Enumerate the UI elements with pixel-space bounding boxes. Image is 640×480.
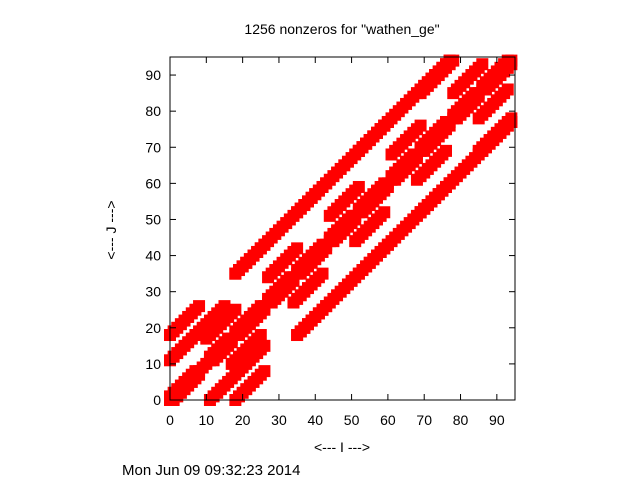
y-tick-label: 90 bbox=[145, 67, 161, 83]
nonzero-markers bbox=[164, 54, 518, 406]
plot-frame bbox=[169, 56, 516, 401]
x-axis-label: <--- I ---> bbox=[314, 439, 370, 455]
nonzero-point bbox=[258, 238, 271, 251]
nonzero-point bbox=[501, 54, 514, 67]
nonzero-point bbox=[320, 300, 333, 313]
y-tick-label: 30 bbox=[145, 284, 161, 300]
nonzero-point bbox=[476, 58, 489, 71]
nonzero-point bbox=[316, 267, 329, 280]
nonzero-point bbox=[381, 238, 394, 251]
y-axis-ticks: 0 10 20 30 40 50 60 70 80 90 bbox=[145, 67, 515, 408]
nonzero-point bbox=[258, 365, 271, 378]
nonzero-point bbox=[443, 54, 456, 67]
x-tick-label: 80 bbox=[453, 412, 469, 428]
nonzero-point bbox=[440, 144, 452, 157]
nonzero-point bbox=[229, 303, 242, 316]
y-axis-label: <--- J ---> bbox=[103, 200, 119, 259]
nonzero-point bbox=[501, 83, 514, 96]
x-tick-label: 10 bbox=[199, 412, 215, 428]
nonzero-point bbox=[193, 300, 206, 313]
y-tick-label: 80 bbox=[145, 103, 161, 119]
x-tick-label: 90 bbox=[489, 412, 505, 428]
nonzero-point bbox=[291, 242, 304, 255]
x-axis-ticks: 0 10 20 30 40 50 60 70 80 90 bbox=[166, 57, 505, 428]
y-tick-label: 0 bbox=[153, 392, 161, 408]
y-tick-label: 50 bbox=[145, 211, 161, 227]
y-tick-label: 10 bbox=[145, 356, 161, 372]
nonzero-point bbox=[254, 329, 267, 342]
nonzero-point bbox=[352, 180, 365, 193]
x-tick-label: 60 bbox=[380, 412, 396, 428]
chart-title: 1256 nonzeros for "wathen_ge" bbox=[244, 21, 439, 37]
y-tick-label: 60 bbox=[145, 175, 161, 191]
nonzero-point bbox=[414, 119, 427, 132]
nonzero-point bbox=[505, 115, 518, 128]
nonzero-point bbox=[443, 177, 456, 190]
y-tick-label: 20 bbox=[145, 320, 161, 336]
nonzero-point bbox=[320, 177, 333, 190]
y-tick-label: 40 bbox=[145, 248, 161, 264]
x-tick-label: 50 bbox=[344, 412, 360, 428]
nonzero-point bbox=[189, 365, 202, 378]
timestamp: Mon Jun 09 09:32:23 2014 bbox=[122, 462, 301, 479]
nonzero-point bbox=[381, 115, 394, 128]
x-tick-label: 20 bbox=[235, 412, 251, 428]
x-tick-label: 0 bbox=[166, 412, 174, 428]
nonzero-point bbox=[378, 206, 391, 219]
y-tick-label: 70 bbox=[145, 139, 161, 155]
x-tick-label: 70 bbox=[416, 412, 432, 428]
x-tick-label: 40 bbox=[307, 412, 323, 428]
x-tick-label: 30 bbox=[271, 412, 287, 428]
